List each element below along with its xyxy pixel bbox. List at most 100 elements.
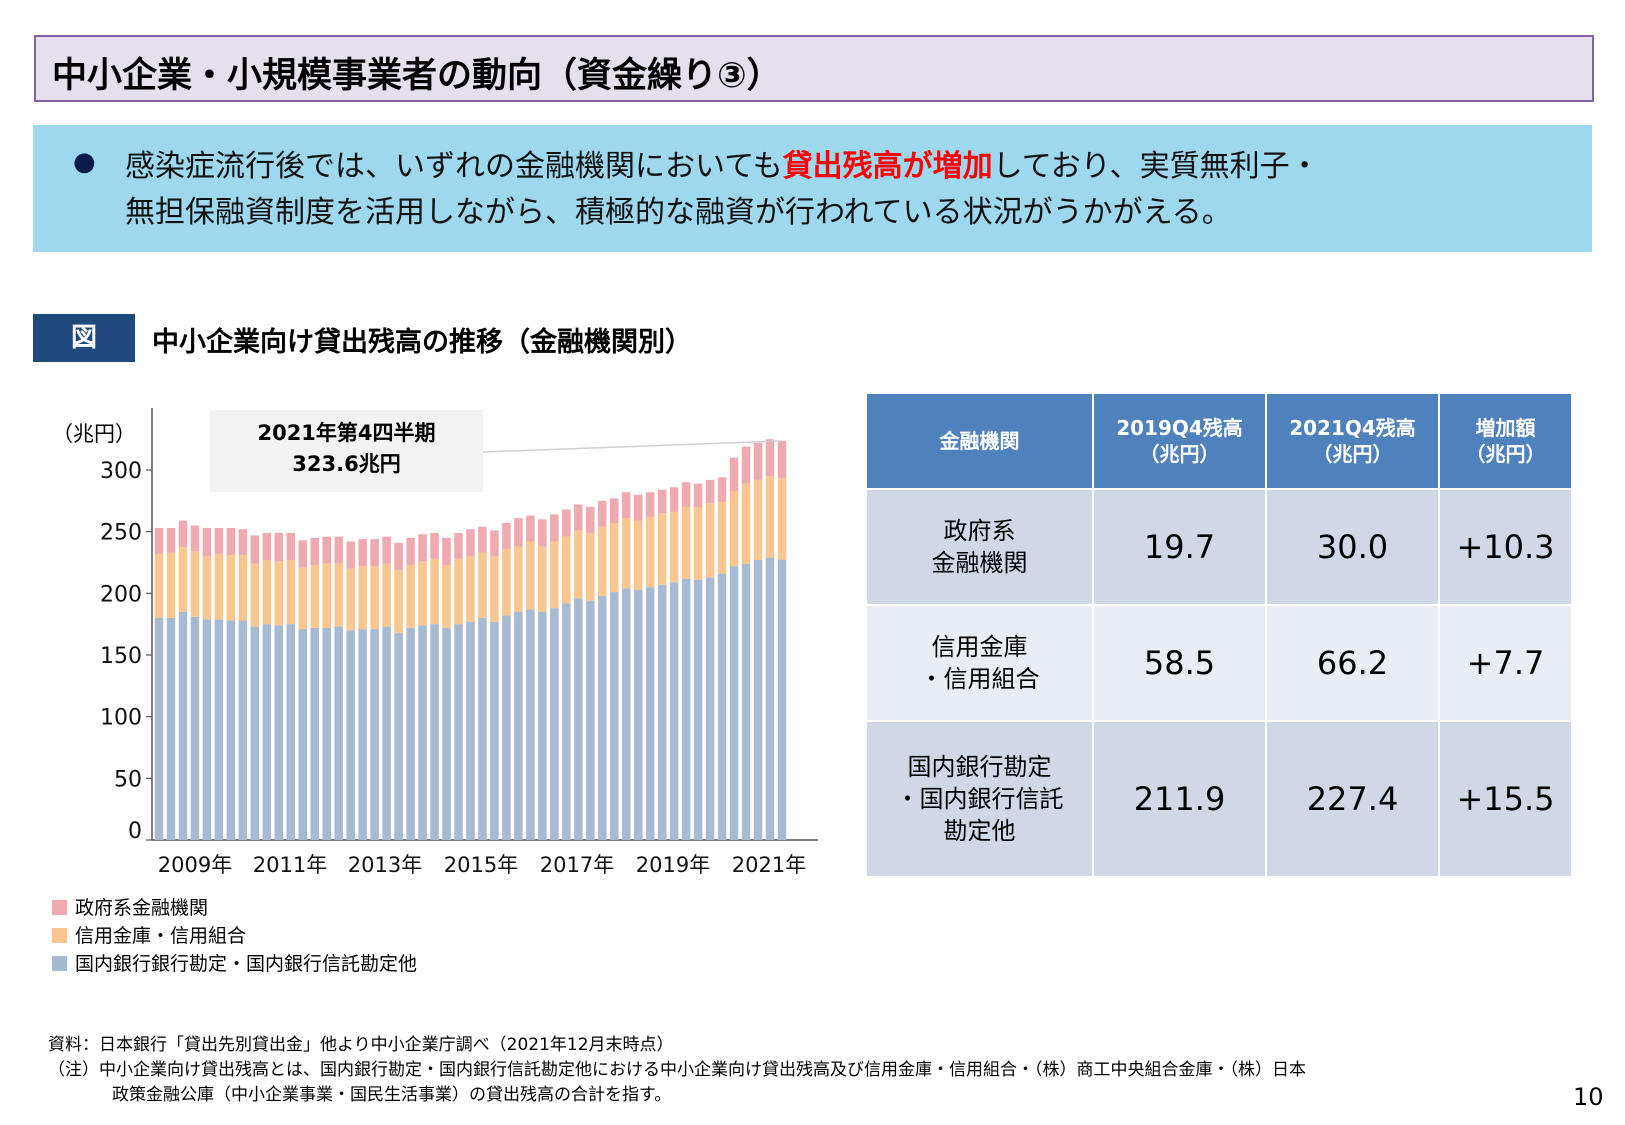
name-line: ・国内銀行信託	[895, 785, 1064, 813]
bar-segment-shinkin	[346, 568, 355, 631]
summary-highlight: 貸出残高が増加	[782, 149, 993, 184]
bar-segment-government	[657, 489, 667, 514]
bar-segment-shinkin	[657, 513, 667, 585]
header-text: 増加額	[1475, 416, 1536, 440]
bar-segment-shinkin	[526, 541, 535, 610]
bar-segment-domestic-banks	[394, 632, 403, 840]
legend-label: 政府系金融機関	[75, 897, 209, 919]
y-tick-label: 300	[100, 459, 142, 484]
y-tick-label: 0	[128, 819, 142, 844]
bar-segment-domestic-banks	[454, 624, 463, 840]
bar-segment-domestic-banks	[526, 609, 535, 840]
footnote-continued: 政策金融公庫（中小企業事業・国民生活事業）の貸出残高の合計を指す。	[112, 1085, 672, 1105]
table-header-row: 金融機関 2019Q4残高 （兆円） 2021Q4残高 （兆円） 増加額 （兆円）	[867, 394, 1571, 488]
name-line: 政府系	[943, 517, 1016, 545]
page-number: 10	[1573, 1083, 1604, 1111]
bar-segment-domestic-banks	[645, 587, 655, 840]
bar-segment-domestic-banks	[574, 598, 583, 840]
bar-segment-government	[562, 509, 571, 537]
bar-segment-domestic-banks	[490, 621, 499, 840]
legend-item-domestic-banks: 国内銀行銀行勘定・国内銀行信託勘定他	[52, 949, 417, 976]
bar-segment-government	[681, 482, 691, 507]
summary-banner: ● 感染症流行後では、いずれの金融機関においても貸出残高が増加しており、実質無利…	[33, 125, 1592, 252]
bar-segment-domestic-banks	[633, 589, 643, 840]
bar-segment-domestic-banks	[298, 629, 308, 840]
bar-segment-government	[298, 540, 308, 568]
bar-segment-shinkin	[550, 541, 559, 609]
bar-segment-government	[370, 539, 379, 567]
bar-segment-shinkin	[645, 516, 655, 588]
legend-swatch	[52, 928, 67, 943]
bar-segment-government	[310, 537, 319, 565]
bar-segment-domestic-banks	[741, 563, 751, 840]
bar-segment-government	[765, 439, 775, 477]
bar-segment-domestic-banks	[621, 588, 631, 840]
bar-segment-government	[226, 527, 236, 556]
bar-segment-domestic-banks	[310, 627, 319, 840]
bar-segment-domestic-banks	[550, 608, 559, 840]
bar-segment-shinkin	[693, 507, 703, 580]
bar-segment-government	[274, 532, 284, 562]
balance-table: 金融機関 2019Q4残高 （兆円） 2021Q4残高 （兆円） 増加額 （兆円） 政…	[865, 392, 1573, 878]
bar-segment-shinkin	[729, 490, 739, 567]
header-2021q4: 2021Q4残高 （兆円）	[1267, 394, 1438, 488]
bar-segment-shinkin	[514, 546, 523, 612]
legend-swatch	[52, 900, 67, 915]
legend-label: 信用金庫・信用組合	[75, 925, 247, 947]
bar-segment-shinkin	[586, 532, 595, 601]
bar-segment-domestic-banks	[286, 624, 296, 840]
bar-segment-government	[454, 532, 463, 559]
bar-segment-domestic-banks	[765, 557, 775, 840]
bar-segment-government	[502, 523, 511, 549]
bar-segment-government	[322, 536, 331, 564]
bar-segment-shinkin	[574, 530, 583, 599]
bar-segment-domestic-banks	[250, 626, 260, 840]
bar-segment-domestic-banks	[166, 618, 176, 840]
bar-segment-government	[406, 537, 415, 565]
bar-segment-shinkin	[430, 558, 439, 625]
bar-segment-government	[358, 539, 367, 567]
bar-segment-shinkin	[454, 558, 463, 625]
bar-segment-domestic-banks	[370, 629, 379, 840]
bar-segment-domestic-banks	[753, 560, 763, 840]
bar-segment-shinkin	[681, 506, 691, 579]
bar-segment-shinkin	[310, 564, 319, 628]
bar-segment-shinkin	[442, 564, 451, 628]
cell-diff: +15.5	[1440, 722, 1571, 876]
bar-segment-domestic-banks	[609, 592, 619, 840]
legend-swatch	[52, 956, 67, 971]
y-tick-label: 150	[100, 644, 142, 669]
bar-segment-government	[214, 527, 224, 554]
bar-segment-domestic-banks	[334, 626, 343, 840]
y-tick-label: 200	[100, 582, 142, 607]
bar-segment-shinkin	[490, 556, 499, 622]
bar-segment-domestic-banks	[466, 621, 475, 840]
bullet-icon: ●	[73, 147, 96, 177]
bar-segment-shinkin	[705, 503, 715, 578]
bar-segment-domestic-banks	[705, 577, 715, 840]
bar-segment-domestic-banks	[322, 627, 331, 840]
bar-segment-domestic-banks	[693, 579, 703, 840]
bar-segment-domestic-banks	[346, 630, 355, 840]
page-title: 中小企業・小規模事業者の動向（資金繰り③）	[52, 56, 782, 96]
bar-segment-shinkin	[777, 477, 787, 560]
bar-segment-shinkin	[178, 547, 188, 612]
bar-segment-government	[514, 518, 523, 547]
chart-annotation: 2021年第4四半期 323.6兆円	[210, 410, 483, 492]
bar-segment-domestic-banks	[358, 629, 367, 840]
bar-segment-government	[262, 532, 272, 561]
bar-segment-government	[334, 536, 343, 564]
bar-segment-government	[394, 542, 403, 570]
cell-2021: 30.0	[1267, 490, 1438, 604]
y-axis-unit: （兆円）	[52, 422, 136, 446]
bar-segment-government	[550, 514, 559, 542]
bar-segment-shinkin	[765, 476, 775, 558]
annotation-period: 2021年第4四半期	[257, 421, 436, 445]
bar-segment-government	[741, 446, 751, 484]
bar-segment-government	[202, 527, 212, 557]
bar-segment-domestic-banks	[178, 611, 188, 840]
bar-segment-government	[645, 492, 655, 517]
cell-2021: 227.4	[1267, 722, 1438, 876]
bar-segment-government	[418, 534, 427, 562]
name-line: 勘定他	[943, 817, 1016, 845]
